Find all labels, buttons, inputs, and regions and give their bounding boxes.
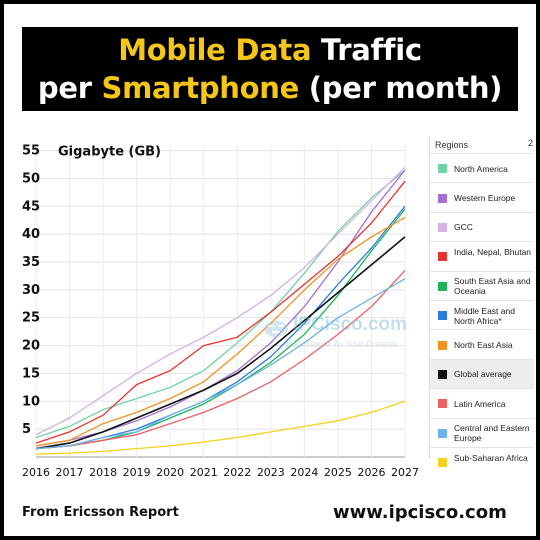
x-tick-label: 2018 [89,466,117,479]
legend-label: Global average [454,369,512,380]
y-tick-label: 10 [22,394,40,409]
source-note: From Ericsson Report [22,505,179,520]
legend-item[interactable]: India, Nepal, Bhutan [430,241,534,270]
watermark: IPCisco.com Best Route To Your Dreams [260,312,430,358]
title-highlight-smartphone: Smartphone [101,71,300,105]
y-tick-label: 30 [22,283,40,298]
series-line-central-and-eastern-europe [35,278,406,450]
legend-swatch [438,193,447,203]
legend-item[interactable]: North America [430,153,534,182]
title-highlight-mobile-data: Mobile Data [118,33,312,67]
x-tick-label: 2024 [290,466,318,479]
legend-item[interactable]: Global average [430,358,534,389]
y-tick-label: 15 [22,366,40,381]
legend-label: Central and Eastern Europe [454,423,530,444]
legend-swatch [438,369,447,379]
legend-swatch [438,399,447,409]
x-tick-label: 2025 [324,466,352,479]
y-tick-label: 20 [22,339,40,354]
legend-item[interactable]: GCC [430,211,534,241]
legend-item[interactable]: Sub-Saharan Africa [430,447,534,476]
chart-series-lines [35,166,406,455]
legend-panel: Regions 2 North America Western Europe GCC… [429,136,534,468]
legend-label: Sub-Saharan Africa [454,452,528,463]
series-line-sub-saharan-africa [35,400,406,455]
series-line-western-europe [35,169,406,447]
x-tick-label: 2022 [223,466,251,479]
x-tick-label: 2027 [391,466,419,479]
router-logo-icon [264,321,288,337]
y-tick-label: 35 [22,255,40,270]
legend-swatch [438,281,447,291]
legend-label: North East Asia [454,340,513,351]
series-line-north-america [35,169,406,439]
title-text-per: per [37,71,102,105]
legend-more-indicator: 2 [528,138,534,148]
legend-title: Regions [435,140,469,150]
legend-item[interactable]: North East Asia [430,329,534,358]
y-tick-label: 45 [22,199,40,214]
title-banner: Mobile Data Traffic per Smartphone (per … [22,27,518,111]
chart-gridlines [35,145,406,458]
series-line-north-east-asia [35,216,406,447]
series-line-global-average [35,236,406,450]
legend-label: Western Europe [454,193,516,204]
x-axis-ticks: 2016 2017 2018 2019 2020 2021 2022 2023 2024 2025… [22,466,419,479]
legend-label: Latin America [454,398,506,409]
legend-label: South East Asia and Oceania [454,276,531,297]
chart-title-line-2: per Smartphone (per month) [22,71,518,105]
y-axis-unit-label: Gigabyte (GB) [58,145,161,160]
x-tick-label: 2019 [123,466,151,479]
legend-item[interactable]: South East Asia and Oceania [430,270,534,300]
legend-swatch [438,458,447,468]
series-line-india-nepal-bhutan [35,180,406,444]
legend-swatch [438,252,447,262]
chart-title-line-1: Mobile Data Traffic [22,33,518,67]
legend-swatch [438,164,447,174]
series-line-gcc [35,166,406,436]
watermark-tagline: Best Route To Your Dreams [286,339,398,349]
series-line-latin-america [35,269,406,450]
x-tick-label: 2026 [357,466,385,479]
y-axis-ticks: 5 10 15 20 25 30 35 40 45 50 55 [22,144,40,438]
y-tick-label: 50 [22,171,40,186]
legend-item[interactable]: Western Europe [430,182,534,211]
x-tick-label: 2021 [190,466,218,479]
x-tick-label: 2023 [257,466,285,479]
legend-item[interactable]: Middle East and North Africa* [430,300,534,329]
x-tick-label: 2016 [22,466,50,479]
legend-label: Middle East and North Africa* [454,305,515,326]
legend-label: India, Nepal, Bhutan [454,246,532,257]
y-tick-label: 40 [22,227,40,242]
legend-label: GCC [454,222,473,233]
legend-label: North America [454,163,508,174]
legend-swatch [438,222,447,232]
x-tick-label: 2017 [56,466,84,479]
watermark-name: IPCisco.com [293,314,408,335]
x-tick-label: 2020 [156,466,184,479]
y-tick-label: 25 [22,311,40,326]
y-tick-label: 5 [22,422,31,437]
legend-swatch [438,340,447,350]
legend-swatch [438,428,447,438]
legend-item[interactable]: Central and Eastern Europe [430,417,534,447]
legend-item[interactable]: Latin America [430,388,534,417]
y-tick-label: 55 [22,144,40,159]
title-text-traffic: Traffic [311,33,422,67]
website-url: www.ipcisco.com [333,502,507,523]
legend-swatch [438,311,447,321]
title-text-per-month: (per month) [299,71,503,105]
